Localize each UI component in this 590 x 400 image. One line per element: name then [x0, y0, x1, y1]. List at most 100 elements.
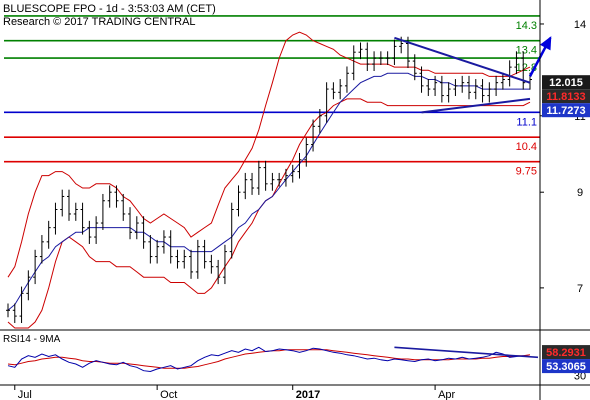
- price-bar: [378, 51, 383, 66]
- price-bar: [6, 303, 10, 318]
- rsi-panel: [7, 346, 539, 373]
- breakout-arrow-head: [539, 36, 552, 51]
- price-bar: [304, 137, 309, 167]
- price-bar: [473, 79, 478, 100]
- price-bar: [446, 82, 451, 103]
- value-badges: 12.015 11.8133 11.7273 58.2931 53.3065: [542, 75, 590, 374]
- price-bar: [263, 160, 268, 191]
- price-badge-bg: [542, 89, 590, 104]
- price-bar: [439, 75, 444, 103]
- price-bar: [195, 239, 200, 279]
- price-bar: [311, 119, 316, 152]
- price-annotations: [394, 36, 552, 114]
- price-bar: [94, 216, 99, 244]
- price-bar: [297, 152, 302, 179]
- price-bar: [202, 239, 207, 269]
- chart-subtitle: Research © 2017 TRADING CENTRAL: [3, 16, 196, 28]
- price-bar: [12, 303, 17, 324]
- price-bar: [39, 235, 44, 264]
- level-label: 11.1: [516, 116, 537, 128]
- price-bar: [155, 239, 160, 264]
- price-bar: [317, 109, 322, 134]
- price-bar: [277, 172, 282, 187]
- price-bar: [189, 249, 194, 279]
- level-label: 13.4: [516, 45, 537, 57]
- price-bar: [351, 45, 356, 81]
- price-bar: [175, 249, 180, 269]
- rsi-y-tick-label: 30: [574, 371, 586, 383]
- price-bar: [216, 259, 221, 285]
- price-bar: [500, 72, 505, 90]
- rsi-trendline: [394, 346, 539, 359]
- price-bar: [209, 254, 214, 274]
- price-bar: [365, 42, 370, 72]
- price-bar: [514, 51, 519, 75]
- price-badge: 11.7273: [542, 103, 590, 118]
- price-bar: [419, 66, 424, 93]
- price-bar: [426, 79, 431, 96]
- y-tick-label: 7: [577, 283, 583, 295]
- price-bar: [270, 172, 275, 191]
- price-bar: [344, 66, 349, 93]
- price-bar: [507, 60, 512, 87]
- price-bar: [494, 75, 499, 96]
- bollinger-bands: [7, 31, 531, 329]
- rsi-badge: 53.3065: [542, 359, 590, 374]
- price-bar: [33, 249, 38, 285]
- price-bar: [487, 82, 492, 103]
- price-bar: [67, 189, 72, 221]
- price-bar: [283, 168, 288, 187]
- level-label: 10.4: [516, 141, 537, 153]
- price-bars: [6, 36, 532, 324]
- rsi-badge-bg: [542, 345, 590, 360]
- price-bar: [521, 51, 526, 90]
- x-tick-label: Oct: [160, 389, 177, 400]
- x-tick-label: Jul: [18, 389, 32, 400]
- price-bar: [412, 54, 417, 81]
- price-badge-label: 12.015: [549, 77, 583, 89]
- price-badge: 11.8133: [542, 89, 590, 104]
- moving-average-line: [7, 72, 530, 311]
- price-bar: [466, 75, 471, 100]
- price-badge-label: 11.8133: [546, 91, 585, 103]
- price-bar: [148, 235, 153, 264]
- price-bar: [46, 220, 51, 249]
- price-bar: [372, 51, 377, 72]
- price-bar: [161, 230, 166, 254]
- price-bar: [100, 193, 105, 230]
- price-bar: [87, 220, 92, 244]
- level-label: 14.3: [516, 20, 537, 32]
- price-bar: [26, 270, 31, 301]
- level-lines: 14.313.412.811.110.49.75: [4, 15, 540, 178]
- price-bar: [331, 82, 336, 100]
- price-bar: [250, 172, 255, 195]
- price-bar: [168, 230, 173, 264]
- price-bar: [229, 202, 234, 259]
- price-bar: [80, 202, 85, 235]
- y-tick-label: 9: [577, 187, 583, 199]
- price-bar: [290, 164, 295, 183]
- price-bar: [453, 79, 458, 96]
- price-bar: [134, 216, 139, 240]
- price-badge-label: 11.7273: [546, 105, 585, 117]
- price-bar: [324, 82, 329, 123]
- y-tick-label: 14: [574, 19, 586, 31]
- price-bar: [141, 216, 146, 249]
- rsi-badge-bg: [542, 359, 590, 374]
- price-bar: [338, 79, 343, 100]
- rsi-line: [7, 346, 531, 373]
- price-bar: [256, 160, 261, 195]
- price-bar: [128, 207, 133, 240]
- trendline: [394, 36, 531, 84]
- price-bar: [60, 189, 65, 217]
- price-bar: [385, 51, 390, 66]
- rsi-badge: 58.2931: [542, 345, 590, 360]
- rsi-title: RSI14 - 9MA: [3, 334, 61, 345]
- price-bar: [460, 75, 465, 93]
- trendline: [421, 97, 531, 114]
- price-badge-bg: [542, 103, 590, 118]
- x-tick-label: Apr: [438, 389, 455, 400]
